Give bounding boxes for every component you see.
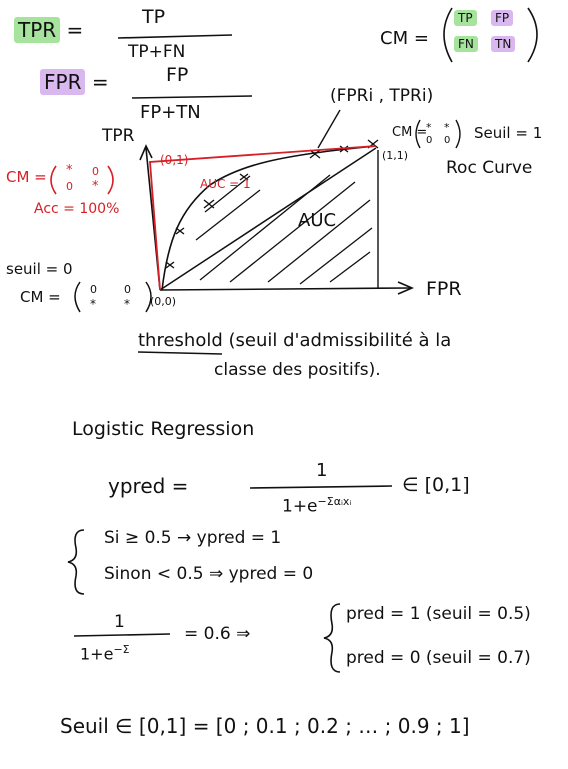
cm-tp-text: TP — [454, 10, 477, 26]
cm-seuil0-bl: * — [90, 297, 96, 311]
cm-perfect-tl: * — [66, 163, 73, 178]
threshold-word: threshold — [138, 330, 223, 351]
cm-def-right-paren — [527, 7, 538, 63]
cm-seuil0-label: CM = — [20, 288, 61, 306]
threshold-line1: threshold (seuil d'admissibilité à la — [138, 332, 451, 350]
fpr-label-text: FPR — [40, 69, 86, 95]
sigmoid-equals: = 0.6 ⇒ — [184, 624, 251, 644]
cm-seuil1-br: 0 — [444, 135, 451, 146]
threshold-line2: classe des positifs). — [214, 360, 381, 380]
cm-seuil0-tl: 0 — [90, 283, 97, 296]
cm-seuil1-right-paren — [455, 119, 461, 149]
pred-one: pred = 1 (seuil = 0.5) — [346, 604, 531, 624]
logistic-exponent: −Σαᵢxᵢ — [317, 495, 352, 508]
roc-diagonal — [159, 147, 377, 291]
tpr-axis-arrow — [139, 144, 153, 161]
perfect-classifier-path — [149, 145, 377, 291]
fpr-axis — [159, 287, 411, 291]
cm-perfect-label: CM = — [6, 168, 47, 186]
logistic-title: Logistic Regression — [72, 418, 255, 440]
cm-fp: FP — [491, 10, 514, 26]
pred-zero: pred = 0 (seuil = 0.7) — [346, 648, 531, 668]
tpr-fraction-bar — [117, 34, 233, 39]
accuracy-label: Acc = 100% — [34, 201, 120, 217]
cm-def-left-paren — [443, 7, 453, 63]
cm-perfect-right-paren — [107, 165, 114, 195]
fpr-label: FPR = — [40, 69, 109, 95]
cm-tn: TN — [491, 36, 516, 52]
cm-seuil0-tr: 0 — [124, 283, 131, 296]
point-label: (FPRi , TPRi) — [330, 86, 434, 106]
fpr-fraction-bar — [131, 95, 253, 99]
logistic-numerator: 1 — [316, 460, 328, 481]
fpr-eq: = — [91, 70, 109, 94]
cm-fn: FN — [454, 36, 478, 52]
tpr-numerator: TP — [142, 6, 166, 28]
cm-tn-text: TN — [491, 36, 516, 52]
seuil1-label: Seuil = 1 — [474, 124, 543, 142]
fpr-axis-arrow — [397, 281, 415, 295]
roc-curve — [161, 145, 377, 291]
cm-perfect-left-paren — [50, 165, 57, 195]
cm-seuil1-tr: * — [444, 121, 450, 134]
cm-perfect-tr: 0 — [92, 165, 99, 178]
auc-hatching — [195, 174, 373, 285]
sigmoid-numerator: 1 — [114, 612, 125, 632]
threshold-underline — [137, 351, 223, 355]
cm-perfect-br: * — [92, 179, 99, 194]
seuil0-label: seuil = 0 — [6, 260, 73, 278]
auc-inside-label: AUC — [298, 210, 337, 231]
cm-seuil1-label: CM = — [392, 125, 428, 140]
sigmoid-exponent: −Σ — [113, 643, 130, 656]
logistic-range: ∈ [0,1] — [402, 474, 470, 496]
case-brace — [67, 529, 85, 595]
sigmoid-fraction-bar — [73, 633, 171, 637]
cm-seuil1-left-paren — [415, 119, 421, 149]
tpr-axis-label: TPR — [102, 126, 135, 146]
cm-seuil1-tl: * — [426, 121, 432, 134]
ypred-label: ypred = — [108, 474, 189, 498]
cm-seuil0-right-paren — [145, 281, 152, 313]
perfect-point-label: (0,1) — [160, 153, 189, 167]
cm-fn-text: FN — [454, 36, 478, 52]
cm-seuil0-left-paren — [74, 281, 81, 313]
threshold-line1-text: (seuil d'admissibilité à la — [228, 330, 452, 351]
sigmoid-denominator: 1+e−Σ — [80, 644, 130, 662]
point-label-arrow — [317, 109, 341, 149]
origin-label: (0,0) — [150, 295, 177, 308]
auc-one-label: AUC = 1 — [200, 177, 251, 191]
fpr-denominator: FP+TN — [140, 102, 201, 123]
tpr-label: TPR = — [14, 17, 84, 43]
logistic-fraction-bar — [249, 485, 393, 489]
pred-brace — [323, 603, 341, 673]
cm-seuil1-bl: 0 — [426, 135, 433, 146]
tpr-eq: = — [66, 18, 84, 42]
sigmoid-denominator-base: 1+e — [80, 644, 114, 664]
fpr-axis-label: FPR — [426, 278, 462, 300]
tpr-denominator: TP+FN — [128, 42, 186, 62]
cm-perfect-bl: 0 — [66, 180, 73, 193]
cm-seuil0-br: * — [124, 297, 130, 311]
cm-tp: TP — [454, 10, 477, 26]
cm-def-label: CM = — [380, 28, 429, 49]
logistic-denominator-base: 1+e — [282, 496, 318, 517]
case-else: Sinon < 0.5 ⇒ ypred = 0 — [104, 564, 314, 584]
tpr-label-text: TPR — [14, 17, 61, 43]
seuil-range-line: Seuil ∈ [0,1] = [0 ; 0.1 ; 0.2 ; … ; 0.9… — [60, 714, 470, 738]
cm-fp-text: FP — [491, 10, 514, 26]
roc-curve-name: Roc Curve — [446, 158, 533, 178]
top-right-point-label: (1,1) — [382, 149, 409, 162]
logistic-denominator: 1+e−Σαᵢxᵢ — [282, 496, 351, 516]
fpr-numerator: FP — [166, 64, 189, 86]
case-if: Si ≥ 0.5 → ypred = 1 — [104, 528, 282, 548]
